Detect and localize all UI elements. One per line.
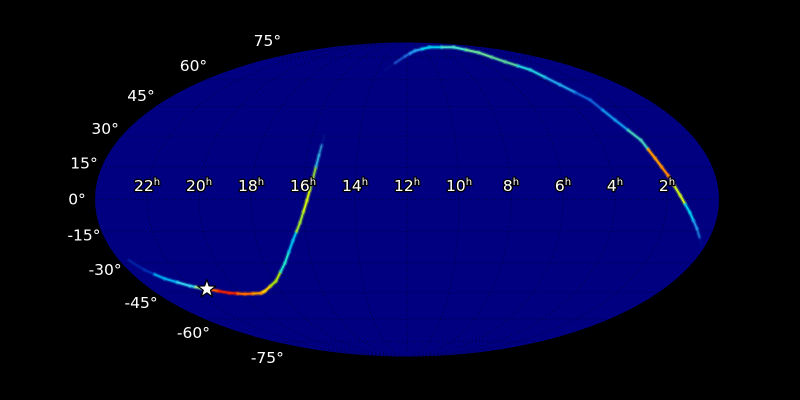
ring-segment-core (176, 281, 191, 287)
ra-tick-label: 20h (186, 177, 212, 195)
graticule (95, 43, 719, 356)
ring-segment-halo (382, 60, 398, 73)
ring-segment-core (295, 221, 302, 233)
ring-segment-core (667, 174, 676, 187)
ring-segment-core (589, 98, 604, 111)
ring-segment-core (287, 239, 294, 253)
ring-segment-halo (697, 235, 705, 249)
ring-segment-halo (110, 248, 132, 263)
ra-tick-label: 12h (394, 177, 420, 195)
dec-tick-label: 15° (70, 155, 97, 173)
ring-segment-core (305, 188, 311, 202)
ring-segment-core (314, 154, 320, 168)
ring-segment-core (291, 230, 298, 242)
ring-segment-core (692, 219, 698, 230)
ra-tick-label: 8h (503, 177, 519, 195)
dec-tick-label: -30° (89, 261, 122, 279)
ring-segment-core (393, 55, 406, 65)
meridian-line (146, 43, 389, 356)
ring-segment-core (311, 165, 317, 180)
ring-segment-core (529, 68, 547, 79)
ra-tick-label: 10h (446, 177, 472, 195)
ring-segment-core (573, 91, 592, 101)
meridian-line (410, 43, 460, 356)
ring-segment-core (490, 56, 506, 63)
ring-segment-core (263, 285, 272, 293)
ring-segment-core (274, 271, 282, 283)
ring-segment-core (153, 273, 166, 280)
ring-segment-core (143, 269, 156, 276)
dec-tick-label: 75° (254, 32, 281, 50)
dec-tick-label: -75° (251, 349, 284, 367)
ring-segment-halo (319, 132, 327, 148)
ring-segment-core (639, 139, 650, 151)
ring-segment-core (516, 64, 532, 71)
ring-segment-core (647, 148, 657, 160)
meridian-line (250, 43, 396, 356)
ra-tick-label: 18h (238, 177, 264, 195)
ring-segment-core (413, 47, 424, 52)
ra-tick-label: 6h (555, 177, 571, 195)
ring-segment-core (614, 119, 630, 132)
event-star-marker (197, 278, 217, 298)
ring-segment-core (684, 203, 691, 214)
ra-tick-label: 22h (134, 177, 160, 195)
ra-tick-label: 2h (659, 177, 675, 195)
dec-tick-label: 60° (180, 57, 207, 75)
ring-segment-core (477, 51, 493, 59)
ring-segment-core (320, 134, 326, 147)
ring-segment-core (127, 259, 146, 272)
ring-segment-core (302, 199, 308, 213)
ring-segment-core (283, 250, 290, 264)
meridian-line (414, 43, 512, 356)
meridian-line (418, 43, 564, 356)
ring-segment-core (465, 48, 480, 54)
ring-segment-core (698, 236, 704, 247)
ra-tick-label: 14h (342, 177, 368, 195)
ring-segment-core (679, 194, 687, 206)
dec-tick-label: 45° (127, 87, 154, 105)
ra-tick-label: 16h (290, 177, 316, 195)
dec-tick-label: -60° (177, 324, 210, 342)
ring-segment-core (112, 249, 130, 262)
meridian-line (421, 43, 616, 356)
ring-segment-core (673, 184, 682, 197)
ring-segment-core (660, 165, 670, 177)
ring-segment-core (317, 144, 323, 157)
meridian-line (302, 43, 400, 356)
meridian-line (198, 43, 393, 356)
ring-segment-core (654, 157, 663, 168)
meridian-line (425, 43, 668, 356)
meridian-line (354, 43, 404, 356)
ring-segment-core (695, 227, 701, 239)
dec-tick-label: 0° (68, 191, 86, 209)
ring-segment-core (299, 210, 305, 224)
ring-segment-core (269, 280, 277, 288)
ring-segment-core (544, 76, 561, 86)
ring-segment-core (383, 62, 396, 71)
ring-segment-core (601, 108, 617, 122)
ring-segment-core (627, 129, 642, 142)
dec-tick-label: -45° (125, 294, 158, 312)
ring-segment-core (503, 60, 519, 67)
ring-segment-core (558, 83, 576, 94)
ring-segment-core (308, 177, 314, 191)
ring-segment-core (279, 261, 286, 274)
ra-tick-label: 4h (607, 177, 623, 195)
ring-segment-core (217, 290, 231, 295)
ring-segment-core (452, 46, 468, 51)
ring-segment-core (421, 46, 431, 50)
ring-segment-core (163, 277, 179, 284)
ring-segment-core (688, 211, 695, 222)
probability-ring (110, 44, 705, 297)
dec-tick-label: 30° (91, 120, 118, 138)
dec-tick-label: -15° (67, 226, 100, 244)
